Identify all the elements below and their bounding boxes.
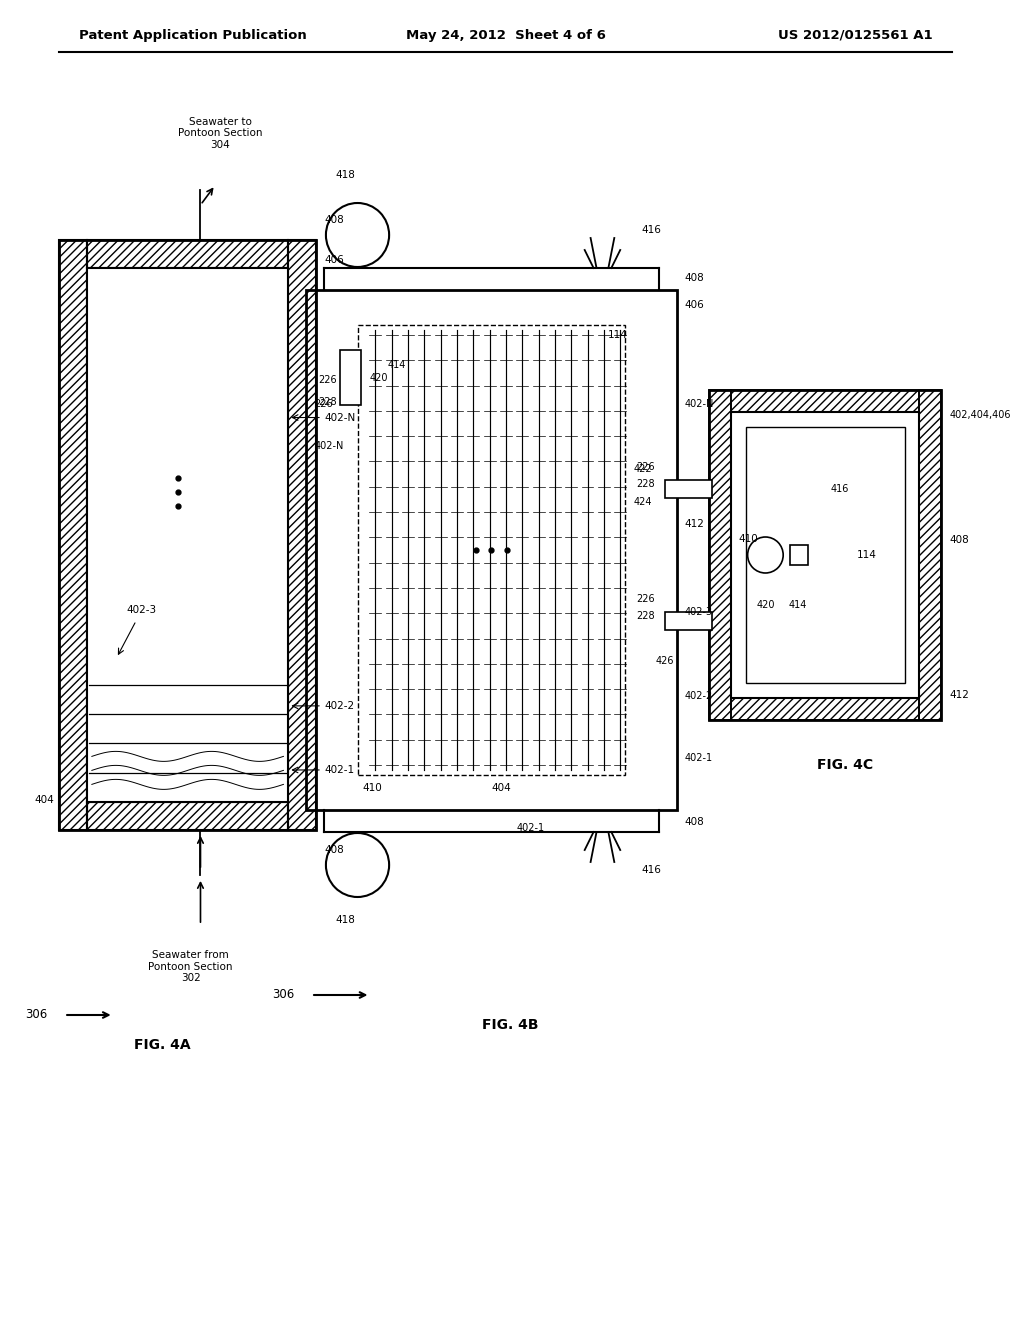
Text: 402-N: 402-N: [684, 400, 714, 409]
Bar: [87, 268, 289, 803]
Circle shape: [326, 203, 389, 267]
Bar: [731, 698, 920, 719]
Text: 402-2: 402-2: [324, 701, 354, 711]
Text: 424: 424: [633, 498, 652, 507]
Text: 402-3: 402-3: [684, 607, 713, 618]
Bar: [709, 389, 731, 719]
Text: US 2012/0125561 A1: US 2012/0125561 A1: [777, 29, 932, 41]
Text: 414: 414: [387, 360, 406, 370]
Text: 416: 416: [642, 865, 662, 875]
Text: 306: 306: [26, 1008, 47, 1022]
Bar: [709, 389, 941, 719]
Text: Patent Application Publication: Patent Application Publication: [79, 29, 307, 41]
Text: 412: 412: [684, 519, 705, 529]
Text: FIG. 4A: FIG. 4A: [134, 1038, 190, 1052]
Text: 408: 408: [684, 817, 705, 828]
Text: 226: 226: [636, 594, 654, 605]
Text: 228: 228: [636, 479, 654, 488]
Bar: [920, 389, 941, 719]
Bar: [87, 803, 289, 830]
Text: 402-1: 402-1: [324, 766, 354, 775]
Text: 410: 410: [362, 783, 382, 793]
Text: 416: 416: [830, 484, 849, 494]
Bar: [87, 803, 289, 830]
Text: 402-1: 402-1: [684, 752, 713, 763]
Bar: [87, 240, 289, 268]
Bar: [665, 612, 712, 630]
Bar: [709, 389, 731, 719]
Text: 226: 226: [636, 462, 654, 473]
Bar: [357, 325, 626, 775]
Bar: [731, 389, 920, 412]
Bar: [920, 389, 941, 719]
Circle shape: [326, 833, 389, 898]
Text: 408: 408: [684, 273, 705, 282]
Text: 420: 420: [756, 599, 775, 610]
Text: Seawater to
Pontoon Section
304: Seawater to Pontoon Section 304: [178, 116, 262, 150]
Bar: [665, 480, 712, 498]
Text: 402-1: 402-1: [517, 822, 545, 833]
Bar: [59, 240, 316, 830]
Text: 404: 404: [492, 783, 511, 793]
Text: 410: 410: [738, 533, 759, 544]
Bar: [306, 290, 677, 810]
Text: 114: 114: [857, 550, 878, 560]
Text: 402,404,406: 402,404,406: [949, 411, 1011, 420]
Text: 226: 226: [314, 400, 333, 409]
Text: 306: 306: [272, 989, 294, 1002]
Text: May 24, 2012  Sheet 4 of 6: May 24, 2012 Sheet 4 of 6: [406, 29, 605, 41]
Text: 404: 404: [35, 795, 54, 805]
Text: 402-2: 402-2: [684, 690, 713, 701]
Text: 402-N: 402-N: [324, 413, 355, 422]
Bar: [289, 240, 316, 830]
Text: 422: 422: [633, 465, 652, 474]
Bar: [87, 240, 289, 268]
Text: 228: 228: [318, 397, 337, 407]
Text: 418: 418: [336, 170, 355, 180]
Bar: [59, 240, 87, 830]
Text: 414: 414: [788, 599, 807, 610]
Bar: [731, 698, 920, 719]
Bar: [340, 350, 361, 405]
Text: 402-N: 402-N: [314, 441, 343, 451]
Text: 228: 228: [636, 611, 654, 620]
Text: 420: 420: [370, 374, 388, 383]
Text: 418: 418: [336, 915, 355, 925]
Text: 426: 426: [655, 656, 674, 665]
Bar: [731, 412, 920, 698]
Bar: [59, 240, 87, 830]
Text: 408: 408: [324, 215, 344, 224]
Text: 406: 406: [684, 300, 705, 310]
Text: 226: 226: [318, 375, 337, 385]
Text: 408: 408: [324, 845, 344, 855]
Text: 412: 412: [949, 690, 969, 700]
Bar: [791, 545, 808, 565]
Text: 416: 416: [642, 224, 662, 235]
Text: 402-3: 402-3: [126, 605, 157, 615]
Text: FIG. 4B: FIG. 4B: [481, 1018, 538, 1032]
Text: Seawater from
Pontoon Section
302: Seawater from Pontoon Section 302: [148, 950, 232, 983]
Circle shape: [748, 537, 783, 573]
Text: 114: 114: [607, 330, 628, 341]
Text: 406: 406: [324, 255, 344, 265]
Text: FIG. 4C: FIG. 4C: [817, 758, 873, 772]
Bar: [731, 389, 920, 412]
Text: 408: 408: [949, 535, 969, 545]
Bar: [289, 240, 316, 830]
Bar: [745, 426, 904, 682]
